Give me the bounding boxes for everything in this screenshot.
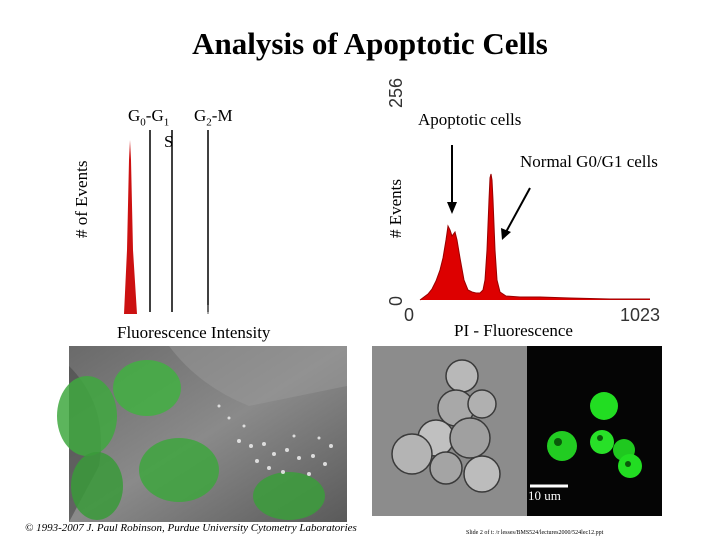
- apoptotic-arrowhead: [447, 202, 457, 214]
- pi-histogram-outline: [419, 173, 650, 301]
- region-label-g2m: G2-M: [194, 106, 233, 129]
- right-histogram: [419, 145, 650, 301]
- x-min-label: 0: [404, 305, 415, 325]
- annotation-normal: Normal G0/G1 cells: [520, 152, 658, 171]
- x-max-label: 1023: [620, 305, 661, 325]
- micrograph-phase-and-fluorescence: [372, 346, 662, 516]
- right-histogram-ylabel: # Events: [386, 178, 405, 238]
- region-label-g0g1: G0-G1: [128, 106, 170, 129]
- slide-file-note: Slide 2 of t: /r lesses/BMS524/lectures2…: [466, 530, 604, 536]
- normal-arrowhead: [501, 228, 511, 240]
- left-histogram-xlabel: Fluorescence Intensity: [117, 323, 271, 342]
- y-max-label: 256: [386, 77, 406, 108]
- right-histogram-xlabel: PI - Fluorescence: [454, 321, 573, 340]
- micrograph-fluorescence-overlay: [57, 346, 347, 522]
- scale-bar-label: 10 um: [528, 488, 561, 503]
- pi-histogram-fill: [420, 174, 650, 300]
- g0g1-peak: [124, 140, 137, 314]
- left-histogram: [124, 130, 209, 314]
- slide-title: Analysis of Apoptotic Cells: [192, 26, 548, 61]
- copyright-footer: © 1993-2007 J. Paul Robinson, Purdue Uni…: [25, 522, 357, 534]
- left-histogram-ylabel: # of Events: [72, 160, 91, 238]
- region-label-s: S: [164, 132, 174, 151]
- normal-arrow: [505, 187, 531, 233]
- annotation-apoptotic: Apoptotic cells: [418, 110, 522, 129]
